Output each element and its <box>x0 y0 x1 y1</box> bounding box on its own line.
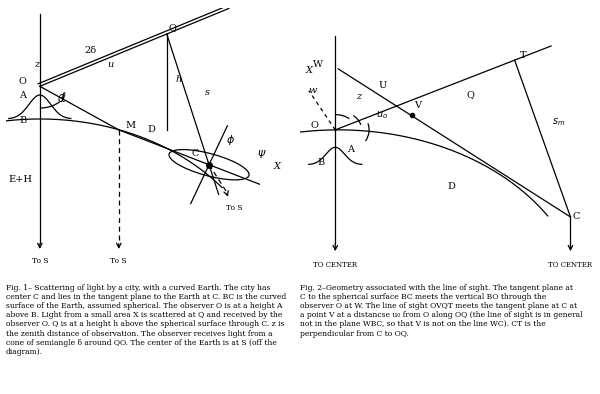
Text: C: C <box>191 149 199 158</box>
Text: $\theta$: $\theta$ <box>57 91 65 104</box>
Text: To S: To S <box>32 257 48 265</box>
Text: 2δ: 2δ <box>85 46 97 56</box>
Text: TO CENTER: TO CENTER <box>313 261 358 269</box>
Text: X: X <box>274 162 281 171</box>
Text: $\phi$: $\phi$ <box>226 133 235 147</box>
Text: B: B <box>317 158 324 167</box>
Text: Fig. 1– Scattering of light by a city, with a curved Earth. The city has
center : Fig. 1– Scattering of light by a city, w… <box>6 284 286 356</box>
Text: C: C <box>572 212 580 221</box>
Text: Fig. 2–Geometry associated with the line of sight. The tangent plane at
C to the: Fig. 2–Geometry associated with the line… <box>300 284 583 338</box>
Text: Q: Q <box>169 23 176 32</box>
Text: $s_m$: $s_m$ <box>551 116 565 128</box>
Text: $u_o$: $u_o$ <box>376 109 388 121</box>
Text: TO CENTER: TO CENTER <box>548 261 593 269</box>
Text: z: z <box>356 92 361 101</box>
Text: U: U <box>378 82 386 91</box>
Text: To S: To S <box>110 257 127 265</box>
Text: B: B <box>19 116 26 125</box>
Text: D: D <box>447 182 455 191</box>
Text: s: s <box>205 88 210 97</box>
Text: Q: Q <box>467 90 475 99</box>
Text: u: u <box>107 59 113 69</box>
Text: w: w <box>309 86 317 95</box>
Text: M: M <box>125 121 135 130</box>
Text: O: O <box>19 77 27 86</box>
Text: A: A <box>19 91 26 100</box>
Text: X: X <box>306 66 313 75</box>
Text: W: W <box>313 60 323 69</box>
Text: h: h <box>175 75 181 84</box>
Text: O: O <box>311 121 319 130</box>
Text: D: D <box>147 125 155 134</box>
Text: $\ell$: $\ell$ <box>59 91 66 104</box>
Text: V: V <box>414 101 421 110</box>
Text: T: T <box>520 51 527 60</box>
Text: E+H: E+H <box>8 175 32 184</box>
Text: To S: To S <box>226 204 243 212</box>
Text: z: z <box>34 60 40 69</box>
Text: $\psi$: $\psi$ <box>257 148 266 160</box>
Text: A: A <box>347 145 354 154</box>
